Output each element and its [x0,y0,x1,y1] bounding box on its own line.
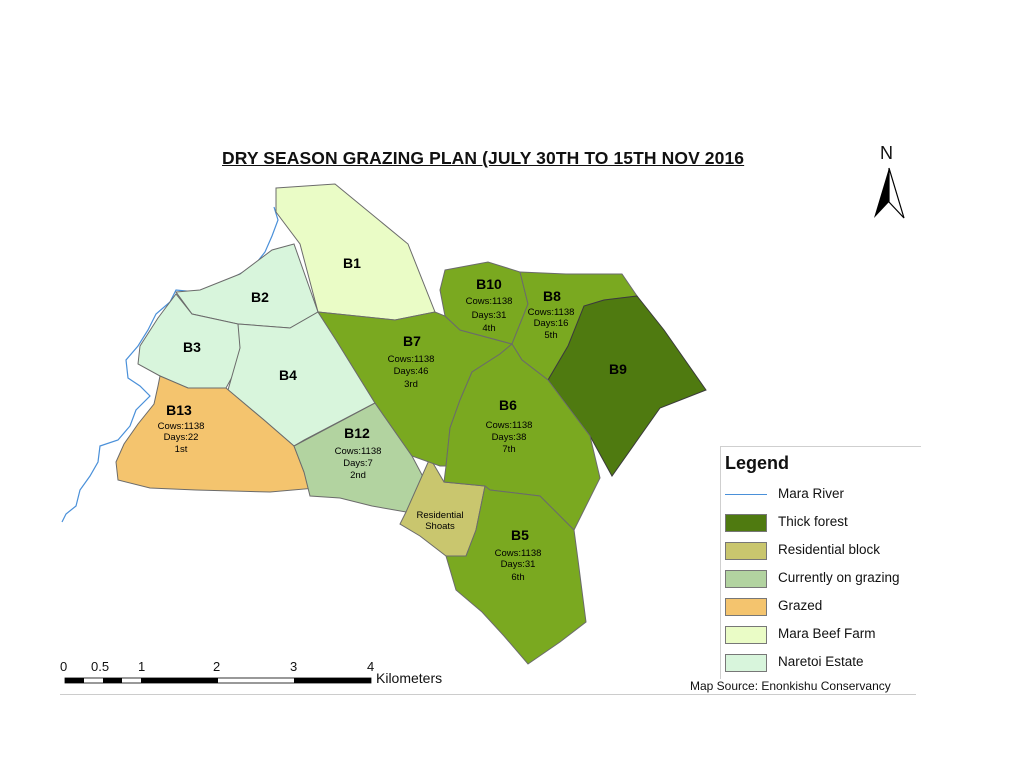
label-b6: B6 Cows:1138 Days:38 7th [486,397,533,455]
label-b8: B8 Cows:1138 Days:16 5th [528,288,575,341]
scale-tick-0-5: 0.5 [91,659,110,674]
legend-item-residential-block: Residential block [725,541,925,563]
scale-tick-4: 4 [367,659,375,674]
legend-item-thick-forest: Thick forest [725,513,925,535]
svg-text:B12: B12 [344,425,370,441]
label-b5: B5 Cows:1138 Days:31 6th [495,527,542,583]
svg-text:Cows:1138: Cows:1138 [158,421,205,432]
svg-text:B10: B10 [476,276,502,292]
svg-text:Cows:1138: Cows:1138 [486,420,533,431]
svg-text:5th: 5th [544,330,557,341]
north-label: N [880,143,893,163]
svg-text:Days:16: Days:16 [534,318,569,329]
svg-text:Residential: Residential [417,510,464,521]
svg-text:3rd: 3rd [404,379,418,390]
legend-swatch [725,626,767,644]
svg-text:Days:22: Days:22 [164,432,199,443]
legend-swatch [725,514,767,532]
legend-swatch [725,598,767,616]
svg-text:Days:46: Days:46 [394,366,429,377]
map-source: Map Source: Enonkishu Conservancy [690,679,891,693]
svg-text:B5: B5 [511,527,529,543]
svg-text:Shoats: Shoats [425,521,455,532]
block-b13[interactable] [115,375,317,493]
legend-item-mara-river: Mara River [725,485,925,507]
legend-title: Legend [725,453,790,473]
svg-text:4th: 4th [482,323,495,334]
label-b7: B7 Cows:1138 Days:46 3rd [388,333,435,390]
label-b1: B1 [343,255,361,271]
label-b13: B13 Cows:1138 Days:22 1st [158,402,205,455]
svg-text:B8: B8 [543,288,561,304]
north-arrow-icon [874,167,905,219]
scale-tick-3: 3 [290,659,298,674]
legend-swatch [725,654,767,672]
label-residential: Residential Shoats [417,510,464,532]
river-line-icon [725,494,767,495]
svg-text:B9: B9 [609,361,627,377]
label-b10: B10 Cows:1138 Days:31 4th [466,276,513,334]
svg-text:Days:31: Days:31 [472,310,507,321]
svg-text:Days:7: Days:7 [343,458,373,469]
svg-text:Cows:1138: Cows:1138 [388,354,435,365]
svg-text:7th: 7th [502,444,515,455]
label-b3: B3 [183,339,201,355]
scale-tick-0: 0 [60,659,68,674]
svg-text:B1: B1 [343,255,361,271]
legend-item-currently-on-grazing: Currently on grazing [725,569,925,591]
scale-bar [64,677,372,684]
svg-text:Days:31: Days:31 [501,559,536,570]
svg-text:B3: B3 [183,339,201,355]
legend-swatch [725,542,767,560]
svg-text:1st: 1st [175,444,188,455]
label-b4: B4 [279,367,297,383]
label-b2: B2 [251,289,269,305]
legend-swatch [725,570,767,588]
svg-text:B2: B2 [251,289,269,305]
svg-text:Cows:1138: Cows:1138 [466,296,513,307]
map-title: DRY SEASON GRAZING PLAN (JULY 30TH TO 15… [222,148,745,168]
scale-tick-1: 1 [138,659,146,674]
divider [60,694,916,695]
scale-unit-label: Kilometers [376,670,443,686]
svg-text:B4: B4 [279,367,297,383]
svg-text:Days:38: Days:38 [492,432,527,443]
block-b9[interactable] [547,295,707,477]
block-b4[interactable] [227,311,376,447]
scale-tick-2: 2 [213,659,221,674]
legend-item-grazed: Grazed [725,597,925,619]
block-b5[interactable] [445,485,587,665]
svg-text:Cows:1138: Cows:1138 [335,446,382,457]
legend-item-mara-beef-farm: Mara Beef Farm [725,625,925,647]
label-b9: B9 [609,361,627,377]
label-b12: B12 Cows:1138 Days:7 2nd [335,425,382,481]
legend: Legend Mara River Thick forest Residenti… [720,446,921,679]
svg-text:6th: 6th [511,572,524,583]
svg-text:B13: B13 [166,402,192,418]
svg-text:B7: B7 [403,333,421,349]
svg-text:Cows:1138: Cows:1138 [495,548,542,559]
svg-text:Cows:1138: Cows:1138 [528,307,575,318]
legend-item-naretoi-estate: Naretoi Estate [725,653,925,675]
svg-text:2nd: 2nd [350,470,366,481]
svg-text:B6: B6 [499,397,517,413]
